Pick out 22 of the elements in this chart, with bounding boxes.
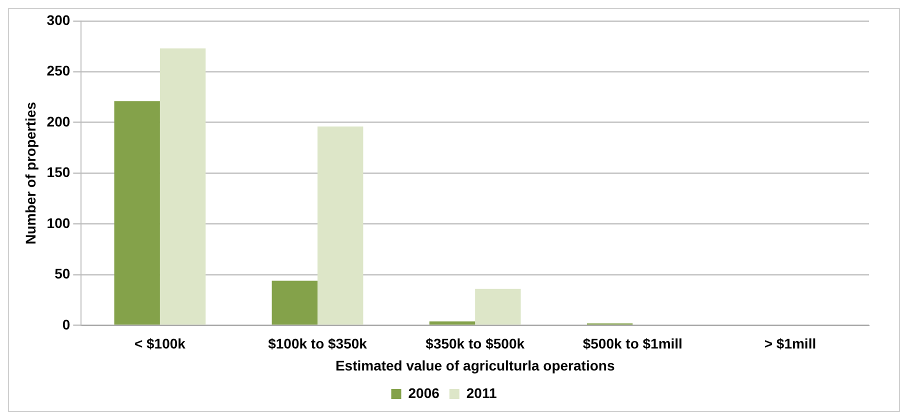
bar — [114, 101, 160, 325]
y-tick-label: 100 — [46, 214, 70, 231]
y-axis-title: Number of properties — [22, 102, 38, 244]
y-tick-label: 300 — [46, 12, 70, 28]
y-tick-label: 250 — [46, 62, 70, 79]
bar — [475, 288, 521, 325]
y-tick-label: 50 — [54, 266, 70, 282]
legend-label: 2006 — [408, 384, 440, 401]
bar — [160, 48, 206, 325]
x-axis-title: Estimated value of agriculturla operations — [335, 357, 615, 374]
x-tick-label: $350k to $500k — [426, 336, 525, 352]
y-tick-label: 200 — [46, 113, 70, 130]
legend-label: 2011 — [466, 384, 497, 401]
y-tick-label: 150 — [46, 164, 70, 180]
x-tick-label: $500k to $1mill — [582, 336, 682, 352]
x-tick-label: $100k to $350k — [268, 336, 368, 352]
bar — [318, 126, 364, 325]
y-tick-label: 0 — [62, 316, 70, 332]
x-tick-label: < $100k — [134, 336, 186, 352]
bar — [429, 321, 476, 325]
x-tick-label: > $1mill — [764, 336, 816, 352]
bar — [272, 280, 318, 325]
